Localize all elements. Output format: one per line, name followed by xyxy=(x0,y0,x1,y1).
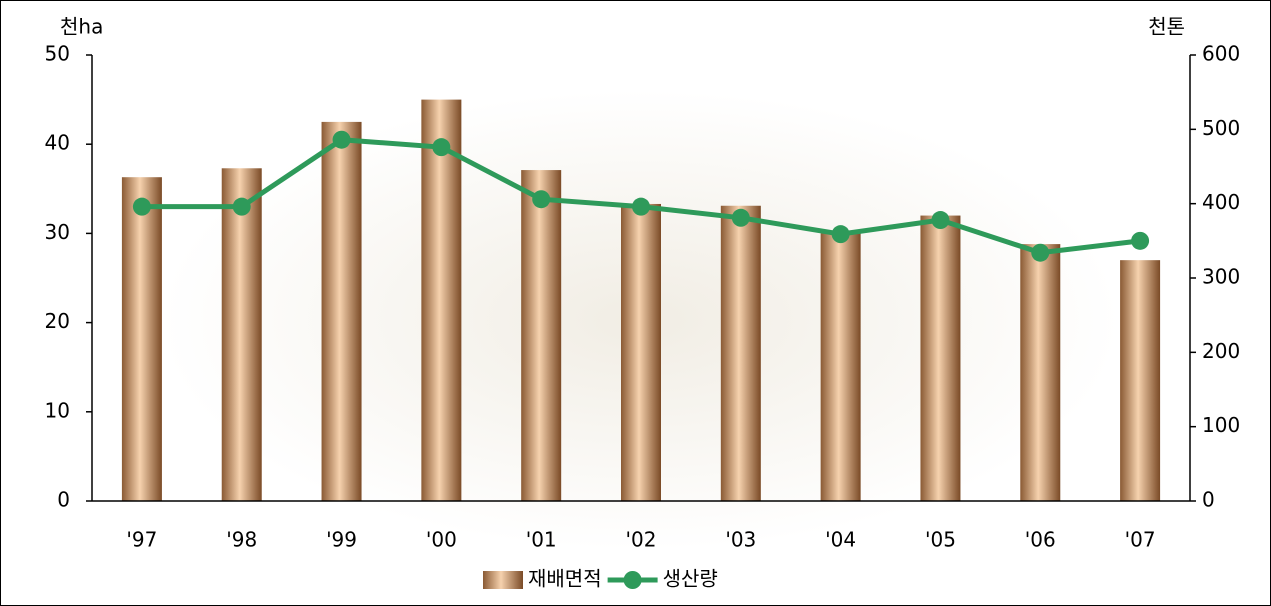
point xyxy=(1031,243,1050,262)
y-tick-label: 0 xyxy=(57,488,70,512)
bar xyxy=(521,170,562,501)
y2-tick-label: 600 xyxy=(1202,42,1240,66)
x-tick-label: '02 xyxy=(626,528,657,552)
bar xyxy=(920,215,961,501)
legend-label: 재배면적 xyxy=(528,567,602,591)
x-tick-label: '05 xyxy=(925,528,956,552)
x-tick-label: '07 xyxy=(1125,528,1156,552)
y-axis-unit: 천ha xyxy=(60,15,103,39)
point xyxy=(931,211,950,230)
bar xyxy=(1120,260,1161,501)
y-tick-label: 50 xyxy=(45,42,70,66)
point xyxy=(132,197,151,216)
y2-tick-label: 300 xyxy=(1202,265,1240,289)
y2-tick-label: 0 xyxy=(1202,488,1215,512)
x-tick-label: '00 xyxy=(426,528,457,552)
point xyxy=(632,197,650,216)
y-tick-label: 20 xyxy=(45,309,70,333)
y2-tick-label: 500 xyxy=(1202,116,1240,140)
point xyxy=(532,190,551,209)
bar xyxy=(221,168,262,501)
y2-tick-label: 200 xyxy=(1202,339,1240,363)
point xyxy=(432,138,451,157)
y-tick-label: 30 xyxy=(45,220,70,244)
legend-swatch xyxy=(483,571,523,589)
legend-marker xyxy=(623,571,642,589)
bar xyxy=(121,177,162,502)
y2-tick-label: 100 xyxy=(1202,413,1240,437)
bar xyxy=(720,205,761,502)
y2-tick-label: 400 xyxy=(1202,190,1240,214)
x-tick-label: '98 xyxy=(226,528,257,552)
point xyxy=(831,225,850,244)
bar xyxy=(421,99,462,501)
x-tick-label: '03 xyxy=(725,528,756,552)
point xyxy=(1131,231,1150,250)
point xyxy=(731,208,750,227)
bar xyxy=(820,233,861,501)
x-tick-label: '04 xyxy=(825,528,856,552)
x-tick-label: '99 xyxy=(326,528,357,552)
legend-label: 생산량 xyxy=(663,567,718,591)
y2-axis-unit: 천톤 xyxy=(1148,15,1185,39)
bar xyxy=(621,203,661,502)
point xyxy=(232,197,251,216)
y-tick-label: 40 xyxy=(45,131,70,155)
x-tick-label: '01 xyxy=(526,528,557,552)
bar xyxy=(321,121,362,502)
x-tick-label: '06 xyxy=(1025,528,1056,552)
bar xyxy=(1020,244,1061,501)
point xyxy=(332,130,351,149)
x-tick-label: '97 xyxy=(126,528,157,552)
y-tick-label: 10 xyxy=(45,398,70,422)
